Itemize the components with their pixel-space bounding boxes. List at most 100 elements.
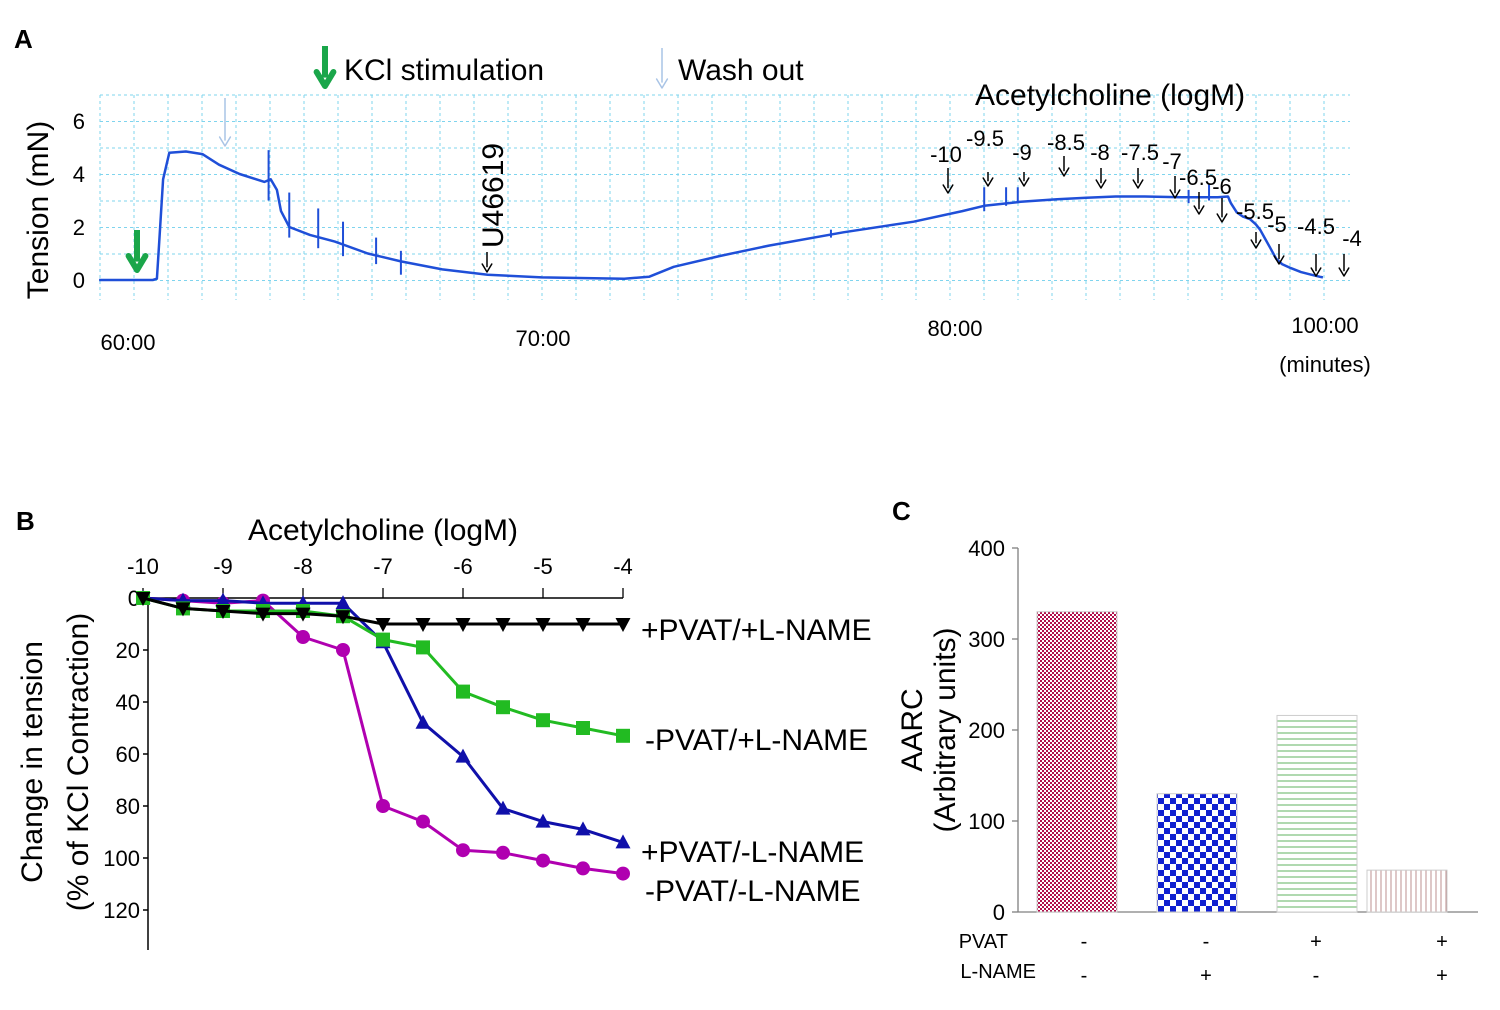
panel-b-xticks: -10 -9 -8 -7 -6 -5 -4 xyxy=(127,554,633,598)
ach-dose-label: -5.5 xyxy=(1236,199,1274,224)
panel-b-series xyxy=(135,590,631,881)
data-point xyxy=(375,618,391,632)
ach-dose-markers: -10-9.5 -9 -8.5 -8 -7.5 -7-6.5-6-5.5-5 -4.5 -4 xyxy=(930,126,1362,277)
ach-dose-arrow-icon-head xyxy=(1095,179,1107,189)
panel-c-ytick-label: 200 xyxy=(968,718,1005,743)
ach-dose-arrow-icon-head xyxy=(1273,255,1285,265)
data-point xyxy=(376,799,390,813)
panel-b-letter: B xyxy=(16,506,35,536)
data-point xyxy=(335,610,351,625)
data-point xyxy=(416,640,430,655)
data-point xyxy=(415,714,431,729)
kcl-legend-arrow-head xyxy=(313,69,337,89)
panel-c-ytick-label: 0 xyxy=(993,900,1005,925)
data-point xyxy=(215,605,231,619)
ach-dose-arrow-icon xyxy=(1058,156,1070,177)
kcl-arrow-icon xyxy=(313,46,337,89)
bar-+PVAT/+L-NAME xyxy=(1366,869,1448,913)
data-point xyxy=(616,866,630,881)
panel-a-xunit: (minutes) xyxy=(1279,352,1371,377)
tension-trace xyxy=(99,150,1324,282)
data-point xyxy=(576,861,590,876)
bar--PVAT/-L-NAME xyxy=(1036,611,1118,913)
panel-a-xtick-label: 80:00 xyxy=(927,316,982,341)
ach-dose-label: -6.5 xyxy=(1179,165,1217,190)
data-point xyxy=(175,602,191,617)
wash-trace-arrow-icon xyxy=(218,98,232,147)
data-point xyxy=(415,618,431,632)
panel-a-ytick-label: 6 xyxy=(73,109,85,134)
panel-b-ylabel-line2: (% of KCl Contraction) xyxy=(62,613,95,911)
ach-title: Acetylcholine (logM) xyxy=(975,79,1245,112)
panel-a: A Tension (mN) 0 2 4 6 60:00 70:00 80:00 100:0… xyxy=(14,24,1371,377)
ach-dose-label: -7.5 xyxy=(1121,140,1159,165)
data-point xyxy=(255,607,271,622)
ach-dose-label: -10 xyxy=(930,142,962,167)
panel-b-title: Acetylcholine (logM) xyxy=(248,514,518,547)
data-point xyxy=(455,618,471,632)
data-point xyxy=(376,632,390,647)
data-point xyxy=(615,834,631,849)
ach-dose-label: -9.5 xyxy=(966,126,1004,151)
panel-b-ytick-label: 120 xyxy=(103,898,140,923)
data-point xyxy=(575,618,591,632)
data-point xyxy=(295,607,311,622)
ach-dose-arrow-icon-head xyxy=(1018,177,1030,187)
panel-c-ytick-label: 100 xyxy=(968,809,1005,834)
wash-legend-arrow xyxy=(655,48,669,89)
panel-c-bars xyxy=(1036,611,1448,913)
wash-label: Wash out xyxy=(678,54,804,87)
ach-dose-arrow-icon xyxy=(1018,172,1030,187)
ach-dose-label: -8.5 xyxy=(1047,130,1085,155)
ach-dose-label: -4.5 xyxy=(1297,214,1335,239)
ach-dose-arrow-icon-head xyxy=(1338,267,1350,277)
panel-a-ylabel: Tension (mN) xyxy=(22,121,55,299)
data-point xyxy=(495,800,511,815)
ach-dose-arrow-icon xyxy=(1193,192,1205,215)
pvat-sign: + xyxy=(1436,931,1448,953)
panel-a-ytick-label: 0 xyxy=(73,268,85,293)
data-point xyxy=(575,821,591,836)
series--PVAT/+L-NAME xyxy=(136,591,630,743)
lname-sign: - xyxy=(1313,965,1320,987)
panel-b-xtick-label: -5 xyxy=(533,554,553,579)
lname-sign: + xyxy=(1436,965,1448,987)
data-point xyxy=(335,595,351,610)
series-+PVAT/+L-NAME xyxy=(135,592,631,632)
lname-sign: + xyxy=(1200,965,1212,987)
panel-a-xtick-label: 100:00 xyxy=(1291,313,1358,338)
series-label: -PVAT/+L-NAME xyxy=(645,724,868,757)
kcl-trace-arrow-icon xyxy=(125,230,149,273)
panel-c-ytick-label: 300 xyxy=(968,627,1005,652)
ach-dose-arrow-icon xyxy=(1169,176,1181,199)
data-point xyxy=(576,721,590,735)
panel-a-xtick-label: 60:00 xyxy=(100,330,155,355)
panel-b-ytick-label: 20 xyxy=(116,638,140,663)
series-label: +PVAT/-L-NAME xyxy=(641,836,864,869)
ach-dose-arrow-icon-head xyxy=(1193,205,1205,215)
panel-c-letter: C xyxy=(892,496,911,526)
panel-b-ytick-label: 40 xyxy=(116,690,140,715)
panel-b-xtick-label: -6 xyxy=(453,554,473,579)
data-point xyxy=(456,684,470,699)
ach-dose-arrow-icon xyxy=(1310,254,1322,277)
wash-trace-arrow xyxy=(218,98,232,147)
panel-c-condition-signs: - - + + - + - + xyxy=(1081,931,1448,987)
ach-dose-arrow-icon-head xyxy=(982,177,994,187)
panel-b-xtick-label: -8 xyxy=(293,554,313,579)
u46619-arrow-head xyxy=(481,263,493,273)
kcl-legend-arrow xyxy=(313,46,337,89)
panel-b: B Acetylcholine (logM) -10 -9 -8 -7 -6 -5 -4 0… xyxy=(16,506,872,950)
series-label: +PVAT/+L-NAME xyxy=(641,614,872,647)
data-point xyxy=(416,814,430,829)
ach-dose-arrow-icon xyxy=(1273,244,1285,265)
panel-b-xtick-label: -4 xyxy=(613,554,633,579)
trace-artifacts xyxy=(267,150,1211,275)
data-point xyxy=(616,728,630,743)
data-point xyxy=(456,843,470,858)
ach-dose-arrow-icon-head xyxy=(942,184,954,194)
lname-sign: - xyxy=(1081,965,1088,987)
u46619-arrow xyxy=(481,252,493,273)
data-point xyxy=(615,618,631,632)
